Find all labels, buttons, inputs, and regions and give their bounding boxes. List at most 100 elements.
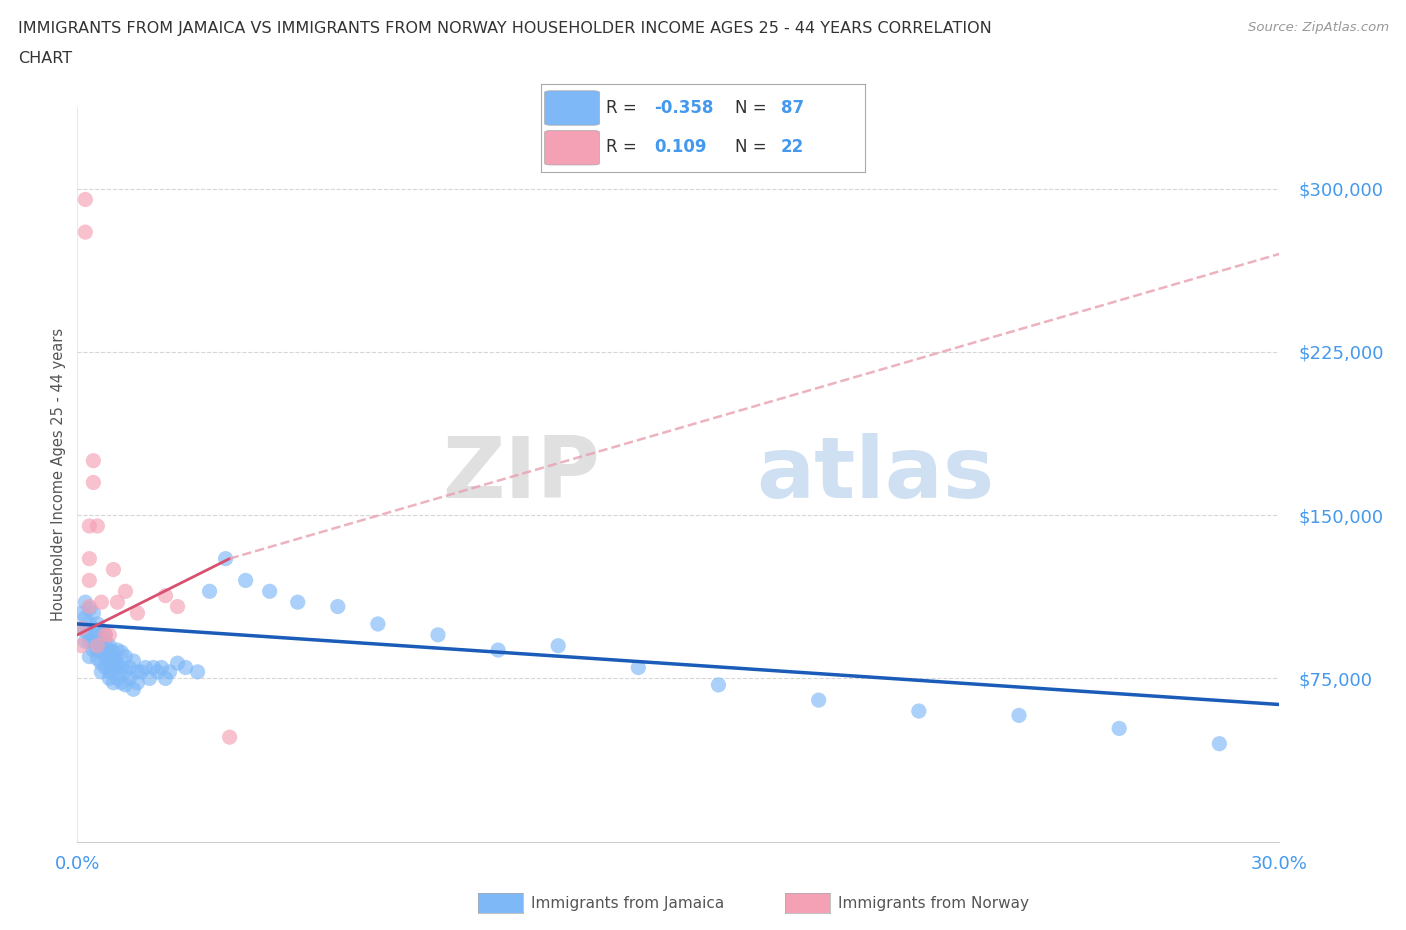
Point [235, 573, 257, 588]
Point [98, 643, 121, 658]
Point [75, 623, 97, 638]
Point [218, 730, 240, 745]
Point [707, 677, 730, 692]
Text: N =: N = [735, 99, 772, 116]
Point [86, 519, 108, 534]
Point [70, 621, 93, 636]
Point [94, 643, 117, 658]
Point [110, 660, 132, 675]
Point [103, 562, 125, 577]
Point [427, 628, 450, 643]
Point [114, 649, 136, 664]
Point [82, 621, 104, 636]
Point [90, 638, 112, 653]
Point [94, 649, 117, 664]
Point [186, 664, 209, 679]
Point [86, 617, 108, 631]
Point [114, 584, 136, 599]
Point [103, 644, 125, 659]
Point [107, 660, 129, 675]
FancyBboxPatch shape [544, 91, 599, 126]
Point [70, 638, 93, 653]
Point [82, 634, 104, 649]
Point [134, 660, 156, 675]
Point [86, 643, 108, 658]
Text: N =: N = [735, 139, 772, 156]
Point [547, 638, 569, 653]
Point [107, 671, 129, 685]
Point [79, 628, 101, 643]
Point [122, 682, 145, 697]
Point [75, 225, 97, 240]
Point [98, 649, 121, 664]
Point [79, 551, 101, 566]
Point [110, 644, 132, 659]
Text: 22: 22 [780, 139, 804, 156]
Point [107, 595, 129, 610]
Point [82, 475, 104, 490]
Point [79, 602, 101, 617]
Point [1108, 721, 1130, 736]
Point [94, 634, 117, 649]
Point [103, 664, 125, 679]
Point [166, 599, 188, 614]
Point [807, 693, 830, 708]
Point [287, 595, 309, 610]
Point [259, 584, 281, 599]
Point [127, 664, 149, 679]
Point [908, 704, 931, 719]
Point [1008, 708, 1031, 723]
Point [214, 551, 236, 566]
Point [90, 664, 112, 679]
Text: Immigrants from Jamaica: Immigrants from Jamaica [531, 896, 724, 910]
Point [90, 628, 112, 643]
Point [142, 660, 165, 675]
Point [98, 654, 121, 669]
Point [79, 599, 101, 614]
Text: CHART: CHART [18, 51, 72, 66]
Point [326, 599, 349, 614]
Point [75, 634, 97, 649]
Point [86, 628, 108, 643]
Point [627, 660, 650, 675]
Point [94, 660, 117, 675]
Point [86, 638, 108, 653]
Point [90, 595, 112, 610]
Point [110, 675, 132, 690]
Point [90, 631, 112, 646]
Point [155, 588, 177, 603]
Point [98, 628, 121, 643]
Point [79, 617, 101, 631]
Point [150, 660, 173, 675]
Point [94, 628, 117, 643]
Point [103, 675, 125, 690]
Point [98, 638, 121, 653]
Point [131, 664, 153, 679]
Point [103, 649, 125, 664]
Text: IMMIGRANTS FROM JAMAICA VS IMMIGRANTS FROM NORWAY HOUSEHOLDER INCOME AGES 25 - 4: IMMIGRANTS FROM JAMAICA VS IMMIGRANTS FR… [18, 21, 993, 36]
Point [107, 656, 129, 671]
Point [118, 660, 141, 675]
Point [174, 660, 197, 675]
Point [367, 617, 389, 631]
Point [118, 671, 141, 685]
Text: 0.109: 0.109 [655, 139, 707, 156]
Point [82, 605, 104, 620]
Point [86, 631, 108, 646]
Text: ZIP: ZIP [443, 432, 600, 516]
Point [98, 664, 121, 679]
Text: Source: ZipAtlas.com: Source: ZipAtlas.com [1249, 21, 1389, 34]
Point [138, 671, 160, 685]
Point [90, 643, 112, 658]
Point [90, 656, 112, 671]
Point [94, 644, 117, 659]
Point [94, 628, 117, 643]
Point [70, 605, 93, 620]
Point [98, 671, 121, 685]
Point [75, 595, 97, 610]
Point [86, 651, 108, 666]
Point [159, 664, 181, 679]
Point [79, 573, 101, 588]
Text: 87: 87 [780, 99, 804, 116]
Point [75, 610, 97, 625]
